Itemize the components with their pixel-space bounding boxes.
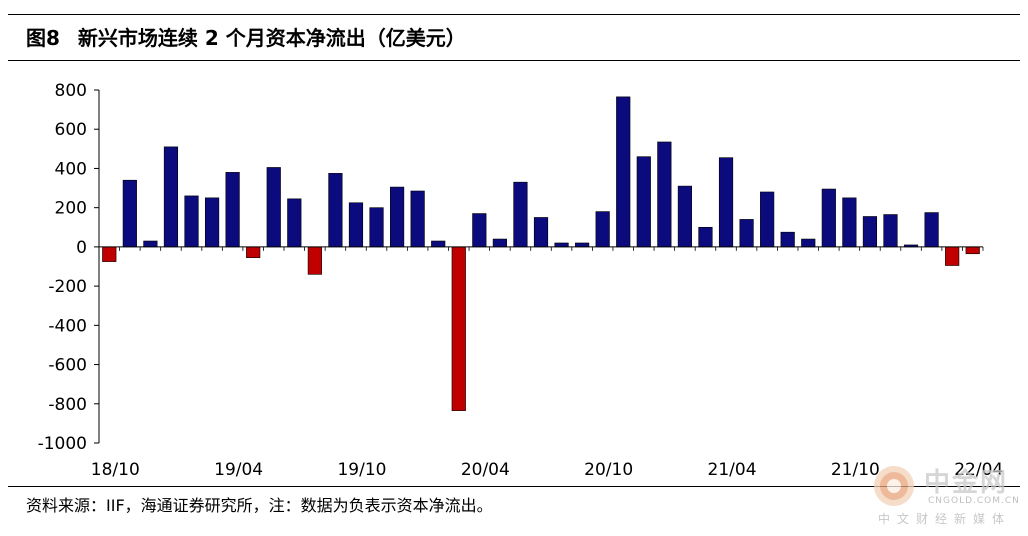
bar-2021-03 [698,226,713,248]
bar-2020-09 [575,242,590,248]
coin-logo-icon [874,466,914,506]
bar-2022-02 [924,212,939,248]
bar-2020-05 [492,238,507,248]
bar-2019-02 [184,195,199,248]
x-tick-label: 21/04 [708,460,757,480]
bar-2021-01 [657,141,672,248]
bar-2019-04 [225,172,240,248]
bar-2021-07 [780,231,795,248]
bar-2020-10 [595,211,610,248]
figure-label: 图8 [26,26,60,50]
y-tick-label: -600 [48,356,87,376]
y-tick-label: -1000 [38,434,87,454]
bar-2020-02 [431,240,446,248]
bar-2020-07 [533,217,549,248]
y-tick-label: 400 [55,159,87,179]
bar-2019-01 [163,146,179,248]
bar-2022-04 [965,246,980,255]
bar-2019-05 [246,246,261,258]
bar-2019-11 [369,207,384,248]
y-tick-label: -200 [48,277,87,297]
bar-2019-03 [204,197,220,248]
bar-2019-09 [328,173,343,248]
bar-2020-12 [636,156,651,248]
y-tick-label: 800 [55,81,87,101]
bar-2019-07 [287,198,302,248]
source-note: 资料来源：IIF，海通证券研究所，注：数据为负表示资本净流出。 [26,496,493,515]
bar-2018-10 [102,246,117,262]
x-tick-label: 19/04 [214,460,263,480]
bar-2021-08 [801,238,816,248]
bar-2019-10 [348,202,364,248]
y-tick-label: -400 [48,316,87,336]
watermark: 中金网 CNGOLD.COM.CN 中文财经新媒体 [872,462,1022,530]
y-tick-label: 600 [55,120,87,140]
x-tick-label: 21/10 [831,460,880,480]
bar-2018-11 [122,179,137,248]
bar-2020-08 [554,242,569,248]
title-top-rule [8,14,1020,15]
source-top-rule [8,486,1020,487]
y-tick-label: 0 [76,238,87,258]
bar-2020-06 [513,181,528,248]
y-tick-label: -800 [48,395,87,415]
y-tick-label: 200 [55,199,87,219]
bar-2020-01 [410,190,425,248]
x-tick-label: 18/10 [91,460,140,480]
x-tick-label: 20/10 [584,460,633,480]
bar-2021-05 [739,219,754,248]
x-tick-label: 19/10 [337,460,386,480]
title-bottom-rule [8,60,1020,61]
bar-2020-11 [616,96,631,248]
bar-2021-06 [760,191,775,248]
bar-2019-06 [266,167,281,248]
bar-2021-10 [842,197,857,248]
bar-2020-03 [451,246,466,411]
bar-2019-12 [390,186,405,248]
bar-2020-04 [472,213,487,248]
bar-2021-09 [821,188,836,248]
bar-2022-03 [945,246,960,266]
chart-title: 图8 新兴市场连续 2 个月资本净流出（亿美元） [26,22,466,51]
bar-2018-12 [143,240,158,248]
watermark-domain: CNGOLD.COM.CN [928,496,1020,506]
watermark-subtitle: 中文财经新媒体 [878,512,1012,526]
bar-2021-12 [883,214,898,248]
bar-2021-11 [862,216,878,248]
watermark-brand: 中金网 [924,468,1009,498]
bar-2021-04 [718,157,734,248]
bar-2021-02 [677,185,692,248]
x-tick-label: 22/04 [954,460,1003,480]
figure-title: 新兴市场连续 2 个月资本净流出（亿美元） [77,26,466,50]
bar-2019-08 [307,246,322,275]
x-tick-label: 20/04 [461,460,510,480]
